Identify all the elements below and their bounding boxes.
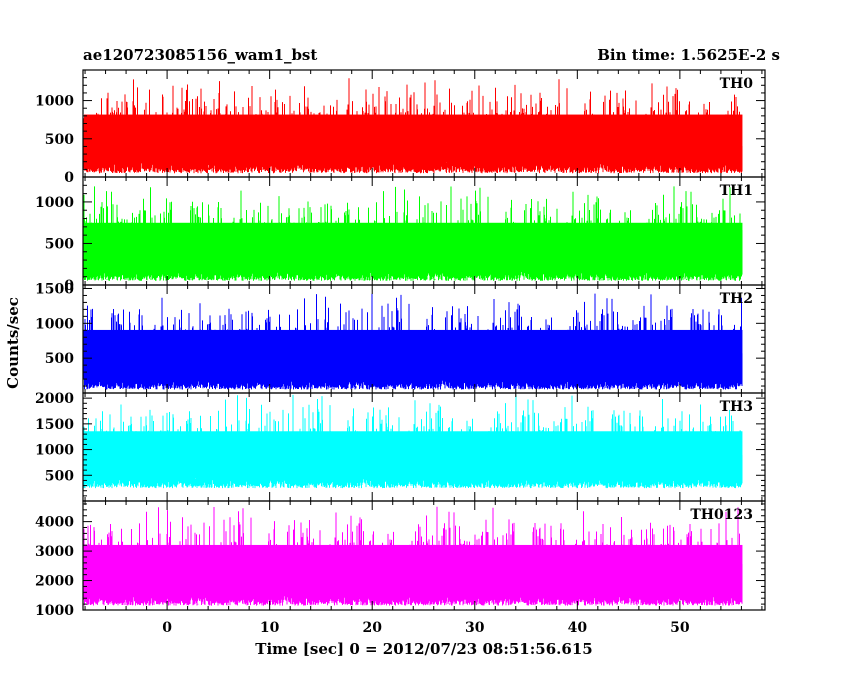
- y-tick-label: 4000: [35, 515, 74, 531]
- panel-th3: 500 1000 1500 2000 TH3: [35, 391, 766, 502]
- panel-label-th3: TH3: [720, 399, 753, 415]
- plot-title: ae120723085156_wam1_bst: [83, 46, 317, 64]
- y-tick-label: 1000: [35, 603, 74, 619]
- y-tick-label: 1000: [35, 316, 74, 332]
- x-tick-label: 30: [465, 620, 485, 636]
- y-tick-label: 1500: [35, 281, 74, 297]
- series-th0-line: [83, 78, 743, 174]
- y-tick-label: 1500: [35, 417, 74, 433]
- bin-time-label: Bin time: 1.5625E-2 s: [597, 46, 780, 64]
- series-th2-line: [83, 293, 743, 390]
- x-tick-label: 40: [568, 620, 588, 636]
- panel-label-th2: TH2: [720, 291, 753, 307]
- panel-label-th1: TH1: [720, 183, 753, 199]
- y-tick-label: 0: [64, 170, 74, 186]
- y-tick-label: 1000: [35, 94, 74, 110]
- y-axis-label: Counts/sec: [4, 297, 22, 389]
- y-tick-label: 3000: [35, 544, 74, 560]
- y-tick-label: 500: [45, 351, 74, 367]
- y-tick-label: 500: [45, 132, 74, 148]
- x-tick-label: 0: [162, 620, 172, 636]
- x-tick-label: 10: [260, 620, 280, 636]
- panel-frame-th0123: [82, 500, 766, 611]
- panel-th2: 500 1000 1500 TH2: [35, 281, 766, 394]
- series-th1-line: [83, 186, 743, 281]
- y-tick-label: 2000: [35, 574, 74, 590]
- panels-group: 0 500 1000 TH0 0 500 1000 TH1 500 1000 1500 TH2 500 1…: [35, 69, 766, 619]
- panel-label-th0: TH0: [720, 76, 754, 92]
- x-tick-label: 20: [362, 620, 382, 636]
- panel-th1: 0 500 1000 TH1: [35, 176, 766, 294]
- x-tick-label: 50: [670, 620, 690, 636]
- y-tick-label: 1000: [35, 195, 74, 211]
- panel-label-th0123: TH0123: [690, 507, 753, 523]
- panel-th0123: 1000 2000 3000 4000 TH0123: [35, 500, 766, 619]
- y-tick-label: 500: [45, 468, 74, 484]
- y-tick-label: 500: [45, 236, 74, 252]
- x-axis-label: Time [sec] 0 = 2012/07/23 08:51:56.615: [255, 640, 592, 658]
- series-th0123-line: [83, 506, 743, 606]
- y-tick-label: 0: [64, 278, 74, 294]
- series-th3-line: [83, 394, 743, 489]
- x-tick-labels: 0 10 20 30 40 50: [162, 620, 690, 636]
- panel-th0: 0 500 1000 TH0: [35, 69, 766, 186]
- y-tick-label: 2000: [35, 391, 74, 407]
- y-tick-label: 1000: [35, 443, 74, 459]
